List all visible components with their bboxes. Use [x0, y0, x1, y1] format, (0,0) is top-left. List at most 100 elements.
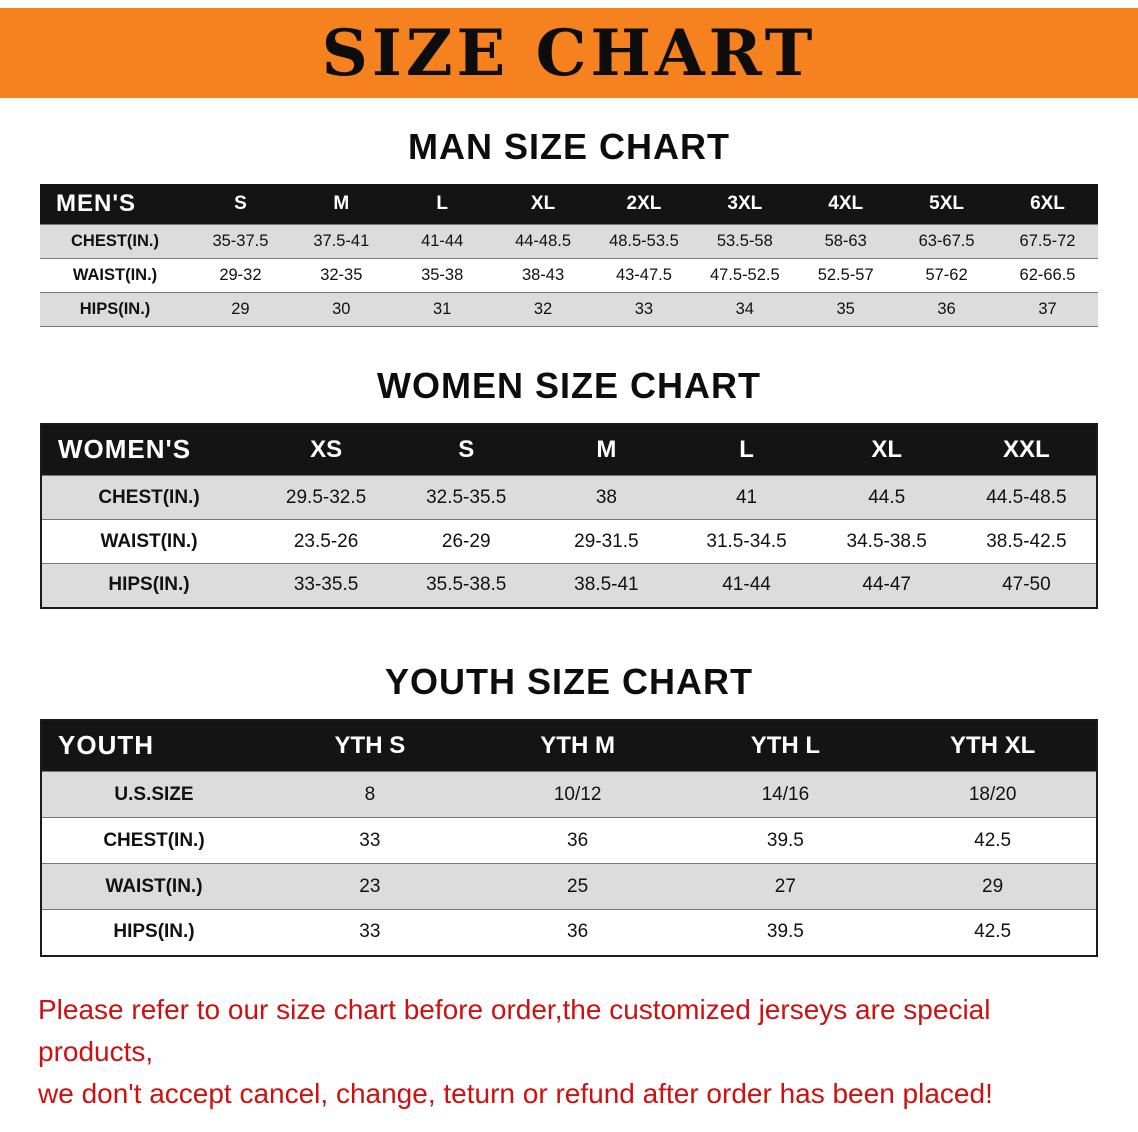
size-value-cell: 41 [735, 486, 758, 508]
size-value-cell: 39.5 [766, 921, 804, 943]
size-column-header: S [234, 192, 247, 214]
table-header-row: YOUTH YTH S YTH M YTH L YTH XL [41, 719, 1097, 772]
size-value-cell: 23 [359, 875, 381, 897]
size-value-cell: 52.5-57 [817, 265, 874, 284]
size-value-cell: 35 [836, 299, 855, 318]
row-label: WAIST(IN.) [100, 530, 198, 552]
size-value-cell: 42.5 [974, 921, 1012, 943]
size-value-cell: 38.5-42.5 [986, 530, 1067, 552]
size-value-cell: 32-35 [320, 265, 363, 284]
row-label: CHEST(IN.) [71, 231, 159, 250]
measurement-row: CHEST(IN.) 29.5-32.5 32.5-35.5 38 41 44.5 44.5… [41, 475, 1097, 520]
size-value-cell: 39.5 [766, 829, 804, 851]
row-label: WAIST(IN.) [72, 265, 158, 284]
size-value-cell: 29-31.5 [574, 530, 639, 552]
measurement-row: WAIST(IN.) 23.5-26 26-29 29-31.5 31.5-34.5 34… [41, 519, 1097, 564]
notice-line-1: Please refer to our size chart before or… [38, 993, 991, 1067]
size-value-cell: 33-35.5 [293, 574, 359, 596]
table-header-row: WOMEN'S XS S M L XL XXL [41, 423, 1097, 476]
womens-size-table: WOMEN'S XS S M L XL XXL CHEST(IN.) 29.5-32.5 32.5… [40, 422, 1098, 609]
size-column-header: 3XL [727, 192, 763, 214]
size-value-cell: 25 [567, 875, 589, 897]
size-column-header: L [436, 192, 448, 214]
size-column-header: XXL [1003, 435, 1050, 463]
size-value-cell: 38 [595, 486, 617, 508]
women-size-section: WOMEN SIZE CHART WOMEN'S XS S M L XL XXL CHEST(… [0, 365, 1138, 609]
size-column-header: XL [871, 435, 903, 463]
size-value-cell: 29-32 [219, 265, 262, 284]
size-value-cell: 32 [533, 299, 553, 318]
man-section-heading: MAN SIZE CHART [408, 126, 730, 167]
size-value-cell: 47-50 [1002, 574, 1051, 596]
mens-size-table: MEN'S S M L XL 2XL 3XL 4XL 5XL 6XL CHEST(IN.) 35-37… [40, 184, 1098, 327]
size-value-cell: 37.5-41 [313, 231, 370, 250]
size-value-cell: 48.5-53.5 [609, 231, 679, 250]
size-value-cell: 29.5-32.5 [285, 486, 367, 508]
size-value-cell: 36 [937, 299, 956, 318]
measurement-row: CHEST(IN.) 33 36 39.5 42.5 [41, 817, 1097, 864]
size-value-cell: 18/20 [968, 783, 1017, 805]
youth-section-heading: YOUTH SIZE CHART [384, 660, 753, 702]
size-column-header: 4XL [828, 192, 864, 214]
size-chart-page: SIZE CHART MAN SIZE CHART MEN'S S M L XL 2XL 3… [0, 8, 1138, 1132]
size-value-cell: 35-37.5 [212, 231, 269, 250]
size-value-cell: 8 [364, 783, 376, 805]
size-column-header: S [458, 435, 475, 463]
man-size-section: MAN SIZE CHART MEN'S S M L XL 2XL 3XL 4XL 5XL 6XL… [0, 126, 1138, 327]
size-column-header: 5XL [929, 192, 964, 214]
row-label: CHEST(IN.) [98, 486, 200, 508]
size-value-cell: 23.5-26 [293, 530, 359, 552]
size-value-cell: 34 [735, 299, 754, 318]
measurement-row: WAIST(IN.) 29-32 32-35 35-38 38-43 43-47.5 47.… [40, 258, 1098, 292]
measurement-row: U.S.SIZE 8 10/12 14/16 18/20 [41, 771, 1097, 818]
size-value-cell: 44.5-48.5 [986, 486, 1067, 508]
size-column-header: YTH XL [949, 731, 1036, 759]
size-value-cell: 26-29 [441, 530, 491, 552]
table-title: MEN'S [56, 189, 137, 217]
row-label: CHEST(IN.) [103, 829, 205, 851]
row-label: HIPS(IN.) [79, 299, 151, 318]
size-value-cell: 36 [567, 921, 589, 943]
size-value-cell: 38.5-41 [574, 574, 639, 596]
size-value-cell: 31 [433, 299, 452, 318]
size-column-header: XS [310, 435, 343, 463]
women-section-heading: WOMEN SIZE CHART [377, 364, 761, 406]
size-value-cell: 38-43 [521, 265, 565, 284]
size-value-cell: 35-38 [421, 265, 464, 284]
banner: SIZE CHART [0, 8, 1138, 98]
size-value-cell: 29 [231, 299, 250, 318]
row-label: WAIST(IN.) [105, 875, 203, 897]
size-value-cell: 29 [982, 875, 1004, 897]
size-value-cell: 58-63 [824, 231, 867, 250]
notice-line-2: we don't accept cancel, change, teturn o… [38, 1077, 993, 1109]
size-value-cell: 47.5-52.5 [709, 265, 780, 284]
size-value-cell: 53.5-58 [716, 231, 773, 250]
size-value-cell: 62-66.5 [1019, 265, 1076, 284]
size-column-header: L [739, 435, 754, 463]
size-column-header: XL [530, 192, 556, 214]
size-value-cell: 31.5-34.5 [706, 530, 787, 552]
table-title: WOMEN'S [58, 434, 192, 465]
size-column-header: YTH M [540, 731, 615, 759]
size-value-cell: 44.5 [868, 486, 906, 508]
order-notice: Please refer to our size chart before or… [0, 989, 1138, 1115]
size-value-cell: 43-47.5 [615, 265, 672, 284]
size-column-header: M [333, 192, 350, 214]
measurement-row: HIPS(IN.) 29 30 31 32 33 34 35 36 37 [40, 292, 1098, 326]
size-value-cell: 44-48.5 [515, 231, 572, 250]
size-value-cell: 32.5-35.5 [426, 486, 507, 508]
measurement-row: HIPS(IN.) 33-35.5 35.5-38.5 38.5-41 41-44 44-… [41, 563, 1097, 608]
size-value-cell: 35.5-38.5 [426, 574, 507, 596]
size-value-cell: 67.5-72 [1019, 231, 1076, 250]
size-column-header: M [596, 435, 617, 463]
row-label: U.S.SIZE [114, 783, 194, 805]
row-label: HIPS(IN.) [113, 921, 195, 943]
size-value-cell: 57-62 [925, 265, 968, 284]
size-value-cell: 33 [359, 921, 381, 943]
size-value-cell: 10/12 [553, 783, 602, 805]
measurement-row: CHEST(IN.) 35-37.5 37.5-41 41-44 44-48.5 48.5… [40, 224, 1098, 258]
size-value-cell: 33 [634, 299, 654, 318]
measurement-row: HIPS(IN.) 33 36 39.5 42.5 [41, 909, 1097, 956]
size-value-cell: 37 [1038, 299, 1057, 318]
size-value-cell: 41-44 [421, 231, 464, 250]
